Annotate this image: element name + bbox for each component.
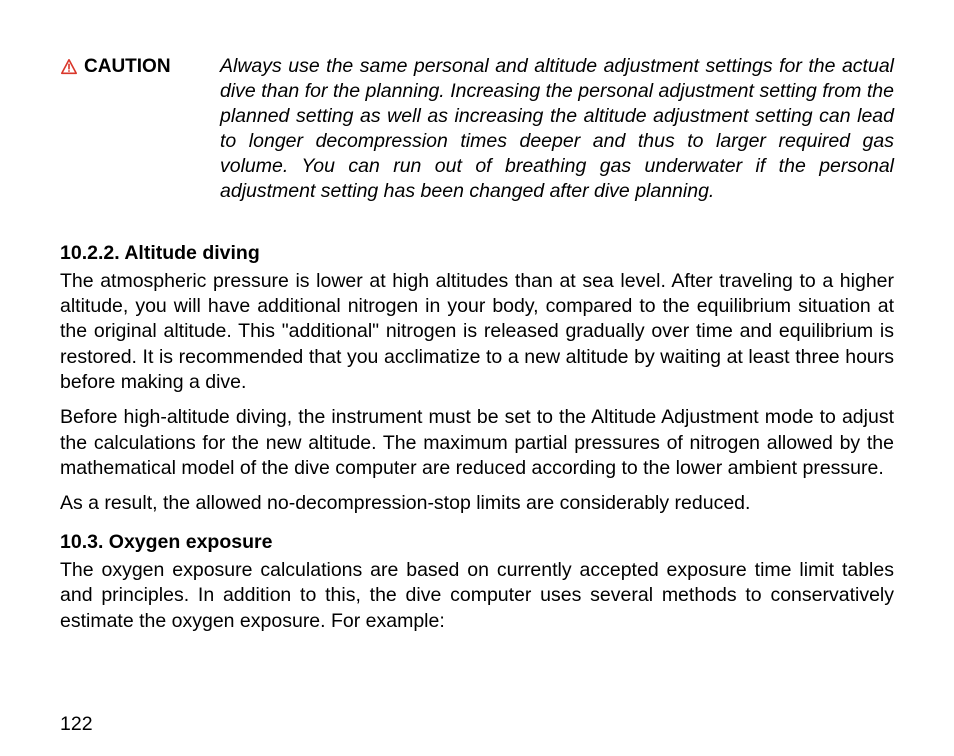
- altitude-para-2: Before high-altitude diving, the instrum…: [60, 405, 894, 481]
- page-number: 122: [60, 713, 93, 736]
- section-oxygen-exposure: 10.3. Oxygen exposure The oxygen exposur…: [60, 531, 894, 634]
- altitude-para-3: As a result, the allowed no-decompressio…: [60, 491, 894, 516]
- heading-altitude-diving: 10.2.2. Altitude diving: [60, 242, 894, 265]
- caution-block: CAUTION Always use the same personal and…: [60, 54, 894, 204]
- section-altitude-diving: 10.2.2. Altitude diving The atmospheric …: [60, 242, 894, 517]
- caution-word: CAUTION: [84, 56, 171, 78]
- caution-text: Always use the same personal and altitud…: [220, 54, 894, 204]
- heading-oxygen-exposure: 10.3. Oxygen exposure: [60, 531, 894, 554]
- oxygen-para-1: The oxygen exposure calculations are bas…: [60, 558, 894, 634]
- warning-triangle-icon: [60, 58, 78, 76]
- altitude-para-1: The atmospheric pressure is lower at hig…: [60, 269, 894, 396]
- caution-label: CAUTION: [60, 54, 220, 78]
